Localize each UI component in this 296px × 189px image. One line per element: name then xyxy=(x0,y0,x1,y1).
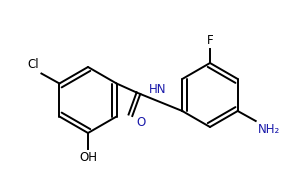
Text: HN: HN xyxy=(149,83,166,96)
Text: NH₂: NH₂ xyxy=(258,123,280,136)
Text: Cl: Cl xyxy=(28,59,39,71)
Text: O: O xyxy=(136,116,146,129)
Text: OH: OH xyxy=(79,151,97,164)
Text: F: F xyxy=(207,34,213,47)
